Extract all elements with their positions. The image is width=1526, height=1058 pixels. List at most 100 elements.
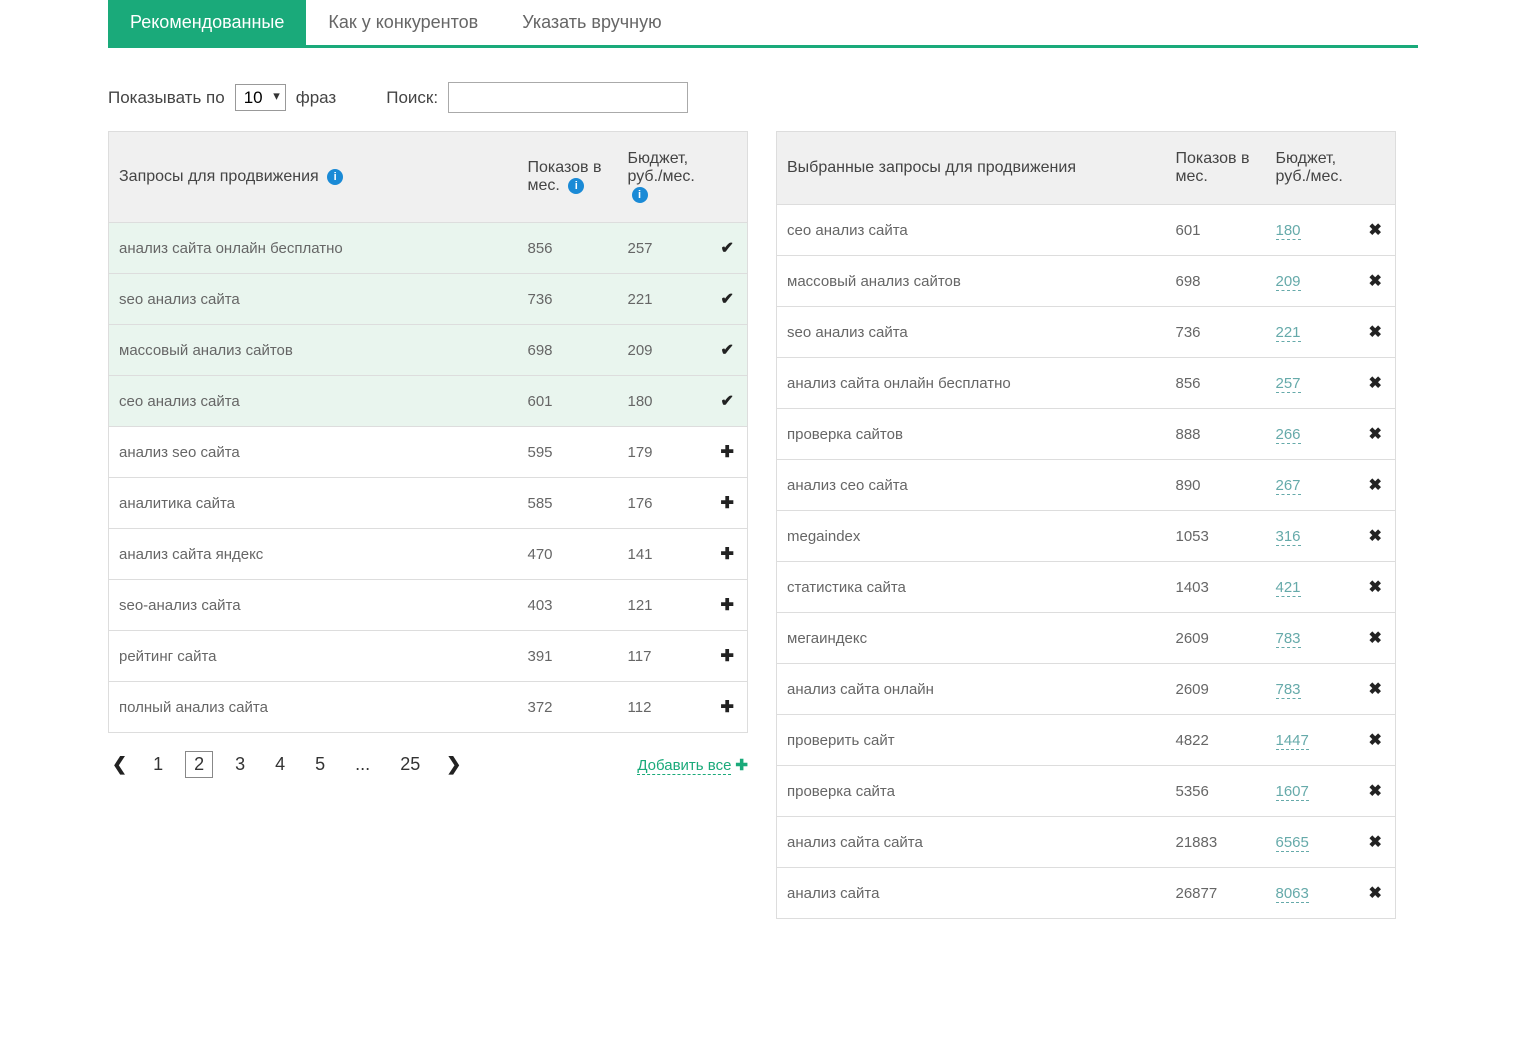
check-icon[interactable]: ✔ bbox=[721, 238, 734, 258]
tab-recommended[interactable]: Рекомендованные bbox=[108, 0, 306, 45]
left-footer: ❮ 12345...25 ❯ Добавить все✚ bbox=[108, 751, 748, 778]
table-row: анализ сайта онлайн бесплатно856257✖ bbox=[777, 358, 1396, 409]
budget-link[interactable]: 421 bbox=[1276, 579, 1301, 597]
remove-icon[interactable]: ✖ bbox=[1369, 577, 1382, 597]
views-cell: 888 bbox=[1166, 409, 1266, 460]
left-column: Запросы для продвижения i Показов в мес.… bbox=[108, 131, 748, 778]
budget-cell: 316 bbox=[1266, 511, 1356, 562]
show-per-label-before: Показывать по bbox=[108, 88, 225, 108]
plus-icon[interactable]: ✚ bbox=[721, 442, 734, 462]
budget-link[interactable]: 1607 bbox=[1276, 783, 1309, 801]
remove-icon[interactable]: ✖ bbox=[1369, 526, 1382, 546]
views-cell: 2609 bbox=[1166, 664, 1266, 715]
page-button[interactable]: 3 bbox=[227, 752, 253, 777]
budget-cell: 1447 bbox=[1266, 715, 1356, 766]
plus-icon[interactable]: ✚ bbox=[721, 646, 734, 666]
remove-icon[interactable]: ✖ bbox=[1369, 373, 1382, 393]
budget-link[interactable]: 316 bbox=[1276, 528, 1301, 546]
query-cell: анализ сайта онлайн бесплатно bbox=[777, 358, 1166, 409]
remove-icon[interactable]: ✖ bbox=[1369, 322, 1382, 342]
budget-link[interactable]: 209 bbox=[1276, 273, 1301, 291]
budget-link[interactable]: 8063 bbox=[1276, 885, 1309, 903]
views-cell: 372 bbox=[518, 682, 618, 733]
table-row: seo анализ сайта736221✖ bbox=[777, 307, 1396, 358]
remove-icon[interactable]: ✖ bbox=[1369, 628, 1382, 648]
table-row: seo анализ сайта736221✔ bbox=[109, 274, 748, 325]
col-header-query: Запросы для продвижения i bbox=[109, 132, 518, 223]
query-cell: рейтинг сайта bbox=[109, 631, 518, 682]
plus-icon[interactable]: ✚ bbox=[721, 697, 734, 717]
views-cell: 595 bbox=[518, 427, 618, 478]
plus-icon[interactable]: ✚ bbox=[721, 493, 734, 513]
views-cell: 890 bbox=[1166, 460, 1266, 511]
query-cell: проверка сайта bbox=[777, 766, 1166, 817]
page-button[interactable]: 1 bbox=[145, 752, 171, 777]
query-cell: анализ сайта онлайн bbox=[777, 664, 1166, 715]
add-all-link-wrap: Добавить все✚ bbox=[637, 756, 748, 774]
remove-icon[interactable]: ✖ bbox=[1369, 424, 1382, 444]
remove-icon[interactable]: ✖ bbox=[1369, 832, 1382, 852]
remove-icon[interactable]: ✖ bbox=[1369, 883, 1382, 903]
remove-icon[interactable]: ✖ bbox=[1369, 271, 1382, 291]
remove-icon[interactable]: ✖ bbox=[1369, 730, 1382, 750]
check-icon[interactable]: ✔ bbox=[721, 391, 734, 411]
page-button[interactable]: 4 bbox=[267, 752, 293, 777]
table-row: рейтинг сайта391117✚ bbox=[109, 631, 748, 682]
views-cell: 736 bbox=[518, 274, 618, 325]
views-cell: 26877 bbox=[1166, 868, 1266, 919]
page-prev-icon[interactable]: ❮ bbox=[108, 752, 131, 777]
plus-icon[interactable]: ✚ bbox=[721, 595, 734, 615]
query-cell: массовый анализ сайтов bbox=[777, 256, 1166, 307]
budget-cell: 141 bbox=[618, 529, 708, 580]
budget-link[interactable]: 221 bbox=[1276, 324, 1301, 342]
budget-link[interactable]: 266 bbox=[1276, 426, 1301, 444]
check-icon[interactable]: ✔ bbox=[721, 340, 734, 360]
remove-icon[interactable]: ✖ bbox=[1369, 475, 1382, 495]
selected-table: Выбранные запросы для продвижения Показо… bbox=[776, 131, 1396, 919]
page-next-icon[interactable]: ❯ bbox=[442, 752, 465, 777]
info-icon[interactable]: i bbox=[327, 169, 343, 185]
info-icon[interactable]: i bbox=[568, 178, 584, 194]
remove-icon[interactable]: ✖ bbox=[1369, 781, 1382, 801]
page-button[interactable]: 25 bbox=[392, 752, 428, 777]
plus-icon[interactable]: ✚ bbox=[721, 544, 734, 564]
page-button[interactable]: 5 bbox=[307, 752, 333, 777]
search-input[interactable] bbox=[448, 82, 688, 113]
views-cell: 601 bbox=[518, 376, 618, 427]
info-icon[interactable]: i bbox=[632, 187, 648, 203]
budget-link[interactable]: 267 bbox=[1276, 477, 1301, 495]
pagination: ❮ 12345...25 ❯ bbox=[108, 751, 465, 778]
page-button[interactable]: 2 bbox=[185, 751, 213, 778]
tab-competitors[interactable]: Как у конкурентов bbox=[306, 0, 500, 45]
views-cell: 1403 bbox=[1166, 562, 1266, 613]
tab-manual[interactable]: Указать вручную bbox=[500, 0, 683, 45]
budget-link[interactable]: 1447 bbox=[1276, 732, 1309, 750]
remove-icon[interactable]: ✖ bbox=[1369, 679, 1382, 699]
budget-link[interactable]: 180 bbox=[1276, 222, 1301, 240]
query-cell: проверить сайт bbox=[777, 715, 1166, 766]
col-header-views: Показов в мес. bbox=[1166, 132, 1266, 205]
check-icon[interactable]: ✔ bbox=[721, 289, 734, 309]
table-row: массовый анализ сайтов698209✔ bbox=[109, 325, 748, 376]
tables-area: Запросы для продвижения i Показов в мес.… bbox=[108, 131, 1418, 919]
budget-link[interactable]: 783 bbox=[1276, 681, 1301, 699]
page-size-select[interactable]: 10 bbox=[235, 84, 286, 111]
budget-cell: 8063 bbox=[1266, 868, 1356, 919]
budget-link[interactable]: 6565 bbox=[1276, 834, 1309, 852]
table-row: анализ сайта268778063✖ bbox=[777, 868, 1396, 919]
show-per-label-after: фраз bbox=[296, 88, 337, 108]
add-all-button[interactable]: Добавить все bbox=[637, 757, 731, 775]
remove-icon[interactable]: ✖ bbox=[1369, 220, 1382, 240]
table-row: аналитика сайта585176✚ bbox=[109, 478, 748, 529]
budget-cell: 221 bbox=[618, 274, 708, 325]
table-row: анализ seo сайта595179✚ bbox=[109, 427, 748, 478]
table-row: сео анализ сайта601180✔ bbox=[109, 376, 748, 427]
budget-link[interactable]: 257 bbox=[1276, 375, 1301, 393]
budget-cell: 209 bbox=[1266, 256, 1356, 307]
views-cell: 1053 bbox=[1166, 511, 1266, 562]
query-cell: анализ сайта сайта bbox=[777, 817, 1166, 868]
budget-cell: 221 bbox=[1266, 307, 1356, 358]
views-cell: 470 bbox=[518, 529, 618, 580]
query-cell: анализ сайта яндекс bbox=[109, 529, 518, 580]
budget-link[interactable]: 783 bbox=[1276, 630, 1301, 648]
